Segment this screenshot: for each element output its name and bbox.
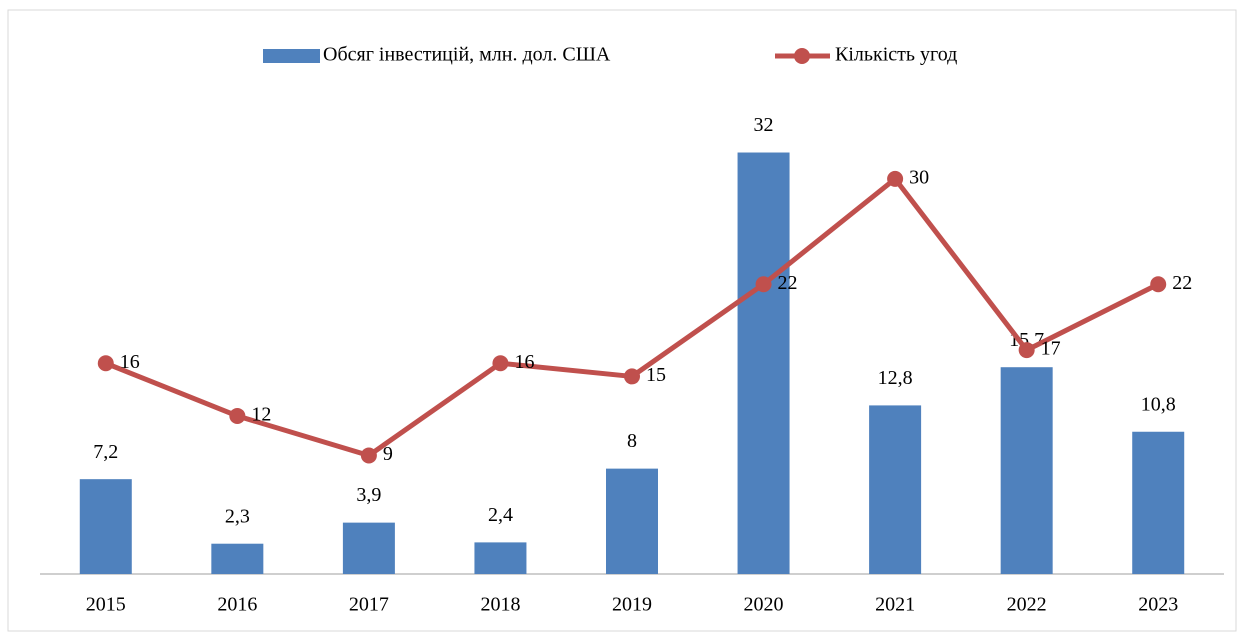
x-tick-label: 2020 — [744, 594, 784, 616]
bar — [342, 522, 395, 574]
data-label: 3,9 — [356, 484, 381, 506]
data-label: 12 — [251, 404, 271, 426]
line-marker — [97, 355, 114, 372]
bar — [79, 479, 132, 574]
bar — [211, 543, 264, 574]
bar — [869, 405, 922, 574]
legend-label: Кількість угод — [835, 44, 957, 66]
line-marker — [755, 276, 772, 293]
data-label: 10,8 — [1141, 393, 1176, 415]
line-marker — [624, 368, 640, 385]
data-label: 30 — [909, 166, 929, 188]
line-marker — [360, 447, 377, 464]
x-tick-label: 2022 — [1007, 594, 1047, 616]
data-label: 32 — [754, 114, 774, 136]
data-label: 15 — [646, 364, 666, 386]
data-label: 2,3 — [225, 505, 250, 527]
legend-label: Обсяг інвестицій, млн. дол. США — [323, 44, 611, 66]
data-label: 2,4 — [488, 504, 513, 526]
x-tick-label: 2023 — [1138, 594, 1178, 616]
line-marker — [492, 355, 509, 372]
data-label: 7,2 — [93, 441, 118, 463]
x-tick-label: 2021 — [875, 594, 915, 616]
data-label: 9 — [383, 443, 393, 465]
bar — [474, 542, 527, 574]
x-tick-label: 2018 — [480, 594, 520, 616]
bar — [737, 152, 790, 574]
x-tick-label: 2019 — [612, 594, 652, 616]
bar — [1132, 431, 1185, 574]
data-label: 16 — [514, 351, 534, 373]
x-tick-label: 2017 — [349, 594, 389, 616]
line-marker — [229, 407, 246, 424]
data-label: 12,8 — [878, 367, 913, 389]
legend-swatch — [263, 49, 320, 63]
line-marker — [887, 170, 904, 187]
line-marker — [1150, 276, 1167, 293]
data-label: 16 — [120, 351, 140, 373]
bar — [1000, 367, 1053, 574]
data-label: 22 — [1172, 272, 1192, 294]
legend-marker — [794, 48, 810, 64]
x-tick-label: 2015 — [86, 594, 126, 616]
data-label: 22 — [778, 272, 798, 294]
data-label: 8 — [627, 430, 637, 452]
x-tick-label: 2016 — [217, 594, 257, 616]
data-label: 17 — [1041, 338, 1061, 360]
bar — [606, 468, 658, 574]
line-marker — [1018, 342, 1035, 359]
